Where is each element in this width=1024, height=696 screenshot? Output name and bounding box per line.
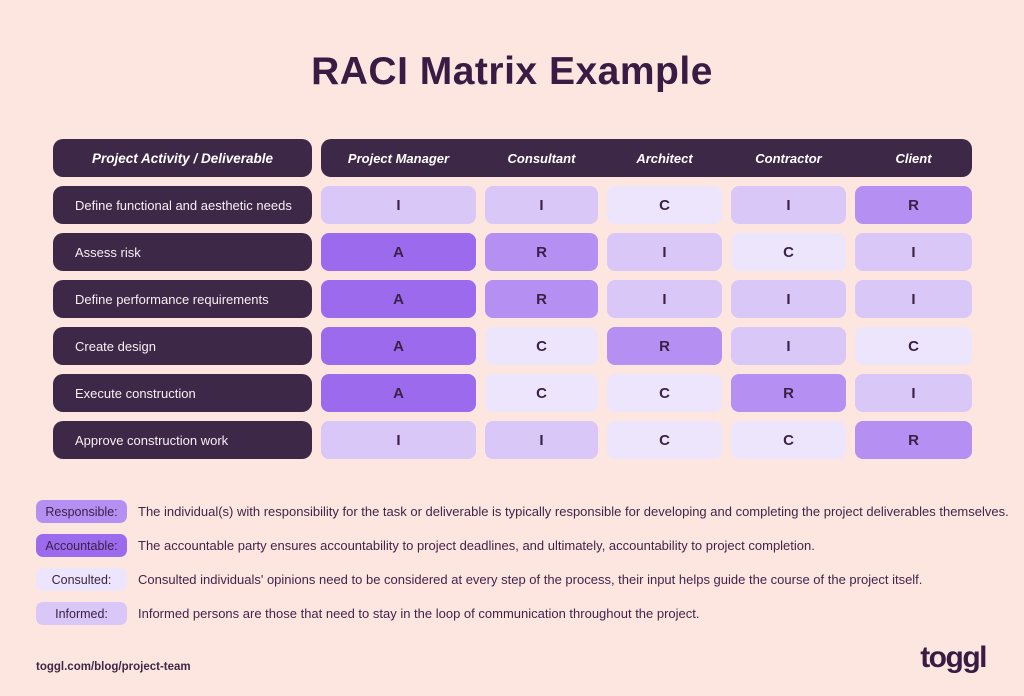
raci-cell-c: C xyxy=(485,374,598,412)
raci-cell-r: R xyxy=(485,233,598,271)
raci-cell-i: I xyxy=(321,421,476,459)
raci-cell-c: C xyxy=(731,421,846,459)
raci-cell-i: I xyxy=(855,280,972,318)
toggl-logo: toggl xyxy=(920,641,987,674)
footer-url: toggl.com/blog/project-team xyxy=(36,661,191,673)
legend-row: Responsible: The individual(s) with respo… xyxy=(36,500,1009,523)
column-header-activity: Project Activity / Deliverable xyxy=(53,139,312,177)
raci-cell-r: R xyxy=(855,186,972,224)
raci-cell-i: I xyxy=(485,186,598,224)
raci-cell-i: I xyxy=(321,186,476,224)
column-header-role: Project Manager xyxy=(347,150,450,166)
raci-cell-i: I xyxy=(607,280,722,318)
legend-row: Accountable: The accountable party ensure… xyxy=(36,534,1009,557)
raci-cell-a: A xyxy=(321,374,476,412)
raci-cell-c: C xyxy=(607,374,722,412)
raci-cell-c: C xyxy=(731,233,846,271)
raci-cell-c: C xyxy=(485,327,598,365)
legend-description: Informed persons are those that need to … xyxy=(138,606,700,621)
legend-description: The accountable party ensures accountabi… xyxy=(138,538,815,553)
legend-description: The individual(s) with responsibility fo… xyxy=(138,504,1009,519)
column-header-role: Client xyxy=(895,150,932,166)
raci-cell-i: I xyxy=(855,374,972,412)
raci-cell-c: C xyxy=(607,186,722,224)
legend-row: Consulted: Consulted individuals' opinion… xyxy=(36,568,1009,591)
column-header-roles-bar: Project Manager Consultant Architect Contra… xyxy=(321,139,972,177)
legend-description: Consulted individuals' opinions need to … xyxy=(138,572,923,587)
raci-cell-i: I xyxy=(731,186,846,224)
raci-cell-r: R xyxy=(485,280,598,318)
raci-cell-i: I xyxy=(607,233,722,271)
column-header-role: Architect xyxy=(636,150,693,166)
column-header-role: Contractor xyxy=(755,150,822,166)
legend-row: Informed: Informed persons are those that… xyxy=(36,602,1009,625)
page-title: RACI Matrix Example xyxy=(311,50,713,93)
activity-label: Assess risk xyxy=(53,233,312,271)
activity-label: Execute construction xyxy=(53,374,312,412)
raci-cell-r: R xyxy=(855,421,972,459)
raci-cell-c: C xyxy=(607,421,722,459)
raci-cell-a: A xyxy=(321,327,476,365)
raci-cell-c: C xyxy=(855,327,972,365)
raci-cell-i: I xyxy=(731,280,846,318)
raci-cell-r: R xyxy=(607,327,722,365)
legend-pill-consulted: Consulted: xyxy=(36,568,127,591)
raci-cell-a: A xyxy=(321,280,476,318)
legend-pill-informed: Informed: xyxy=(36,602,127,625)
raci-cell-a: A xyxy=(321,233,476,271)
column-header-role: Consultant xyxy=(507,150,576,166)
activity-label: Create design xyxy=(53,327,312,365)
legend: Responsible: The individual(s) with respo… xyxy=(36,500,1009,636)
activity-label: Approve construction work xyxy=(53,421,312,459)
raci-matrix-table: Project Activity / Deliverable Project M… xyxy=(53,139,972,459)
raci-cell-r: R xyxy=(731,374,846,412)
activity-label: Define performance requirements xyxy=(53,280,312,318)
raci-cell-i: I xyxy=(855,233,972,271)
raci-cell-i: I xyxy=(731,327,846,365)
raci-cell-i: I xyxy=(485,421,598,459)
legend-pill-responsible: Responsible: xyxy=(36,500,127,523)
activity-label: Define functional and aesthetic needs xyxy=(53,186,312,224)
legend-pill-accountable: Accountable: xyxy=(36,534,127,557)
